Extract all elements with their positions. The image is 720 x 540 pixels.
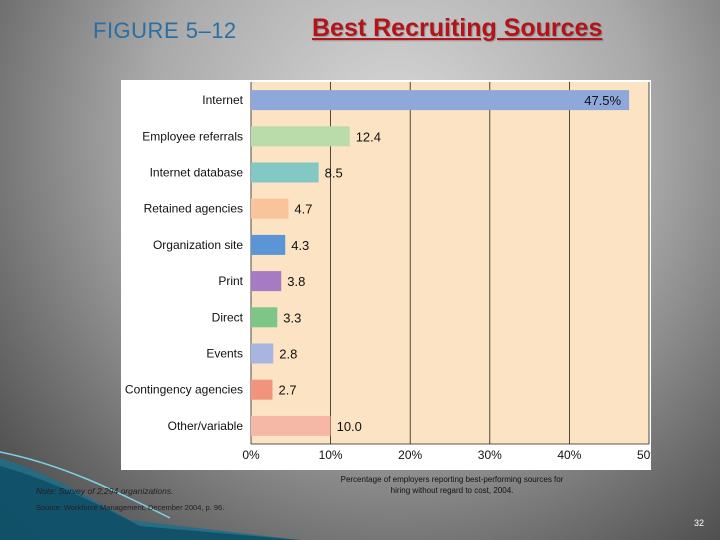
page-number: 32 — [693, 518, 704, 528]
value-label: 12.4 — [356, 129, 381, 144]
x-tick-label: 40% — [557, 448, 581, 462]
value-label: 2.7 — [278, 383, 296, 398]
slide-title: Best Recruiting Sources — [312, 14, 603, 42]
bar — [251, 234, 286, 255]
x-tick-label: 20% — [398, 448, 422, 462]
bar — [251, 198, 289, 219]
bar — [251, 379, 273, 400]
x-tick-label: 50% — [637, 448, 651, 462]
corner-swoosh-decoration — [0, 451, 300, 540]
category-label: Print — [218, 274, 243, 288]
value-label: 4.7 — [294, 202, 312, 217]
category-label: Events — [206, 347, 243, 361]
category-label: Internet — [202, 93, 243, 107]
category-label: Other/variable — [168, 419, 244, 433]
value-label: 8.5 — [325, 166, 343, 181]
x-tick-label: 30% — [478, 448, 502, 462]
x-tick-label: 10% — [319, 448, 343, 462]
source-citation: Source: Workforce Management, December 2… — [36, 503, 225, 512]
category-label: Contingency agencies — [125, 383, 243, 397]
value-label: 47.5% — [584, 93, 621, 108]
value-label: 2.8 — [279, 347, 297, 362]
survey-note: Note: Survey of 2,294 organizations. — [36, 486, 174, 496]
bar — [251, 90, 630, 111]
category-label: Employee referrals — [142, 129, 243, 143]
figure-label: FIGURE 5–12 — [93, 18, 237, 43]
value-label: 4.3 — [291, 238, 309, 253]
bar — [251, 415, 331, 436]
bar — [251, 162, 319, 183]
value-label: 3.8 — [287, 274, 305, 289]
category-label: Direct — [212, 310, 244, 324]
chart-caption: Percentage of employers reporting best-p… — [340, 475, 564, 495]
category-label: Retained agencies — [144, 202, 243, 216]
bar — [251, 343, 274, 364]
value-label: 3.3 — [283, 310, 301, 325]
bar-chart: 0% 10% 20% 30% 40% 50% Internet 47.5% Employee r… — [121, 80, 651, 470]
bar-chart-svg: 0% 10% 20% 30% 40% 50% Internet 47.5% Employee r… — [121, 80, 651, 470]
x-tick-label: 0% — [242, 448, 260, 462]
bar — [251, 126, 350, 147]
bar — [251, 271, 282, 292]
bar — [251, 307, 278, 328]
category-label: Internet database — [150, 166, 244, 180]
value-label: 10.0 — [337, 419, 362, 434]
category-label: Organization site — [153, 238, 243, 252]
